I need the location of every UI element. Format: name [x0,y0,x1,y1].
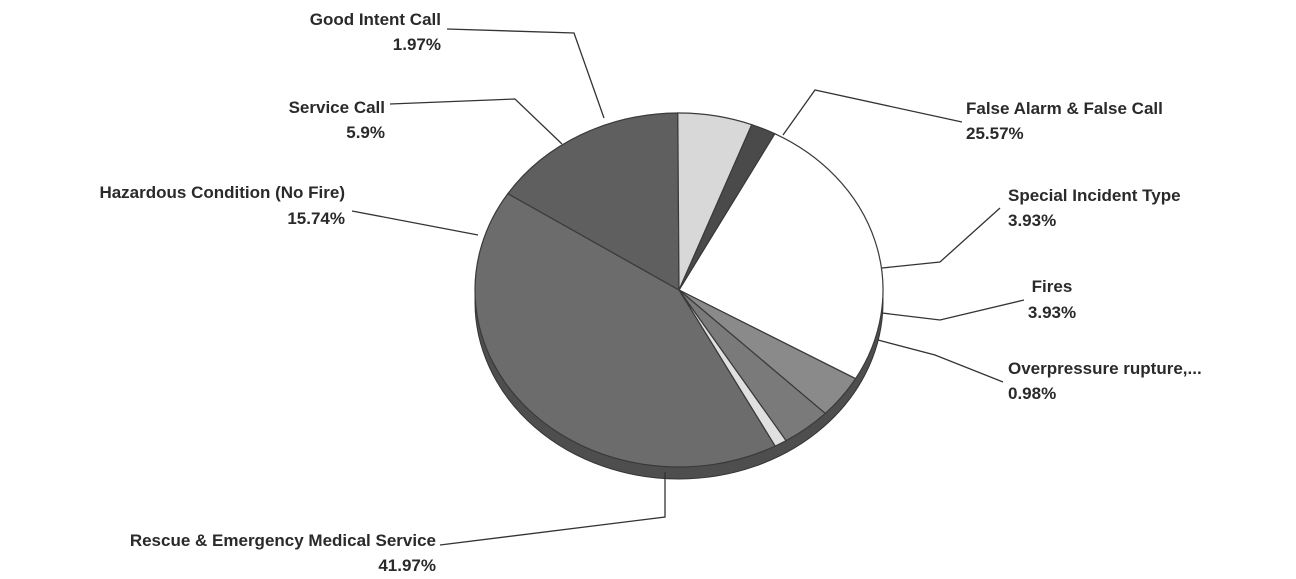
slice-false-alarm [678,132,884,380]
leader-hazardous [351,210,479,236]
label-hazardous-value: 15.74% [287,209,345,228]
leader-rescue-ems [439,472,666,546]
label-good-intent-name: Good Intent Call [310,10,441,29]
label-service-call-name: Service Call [289,98,385,117]
slice-rescue-ems [474,192,776,468]
slice-hazardous [507,112,680,292]
leader-false-alarm [782,89,963,136]
leader-good-intent [446,28,605,119]
label-hazardous-name: Hazardous Condition (No Fire) [99,183,345,202]
leader-lines [351,28,1025,546]
leader-special-incident [881,207,1001,269]
label-special-incident-value: 3.93% [1008,211,1056,230]
label-fires-name: Fires [1032,277,1073,296]
slice-labels: False Alarm & False Call 25.57% Special … [99,10,1201,575]
leader-overpressure [877,339,1004,383]
pie-slices [474,112,884,468]
label-good-intent-value: 1.97% [393,35,441,54]
label-rescue-ems-name: Rescue & Emergency Medical Service [130,531,436,550]
label-false-alarm-value: 25.57% [966,124,1024,143]
label-service-call-value: 5.9% [346,123,385,142]
label-special-incident-name: Special Incident Type [1008,186,1181,205]
slice-good-intent [678,123,776,291]
label-overpressure-value: 0.98% [1008,384,1056,403]
label-rescue-ems-value: 41.97% [378,556,436,575]
label-overpressure-name: Overpressure rupture,... [1008,359,1202,378]
leader-fires [881,299,1025,321]
label-false-alarm-name: False Alarm & False Call [966,99,1163,118]
label-fires-value: 3.93% [1028,303,1076,322]
leader-service-call [389,98,563,145]
